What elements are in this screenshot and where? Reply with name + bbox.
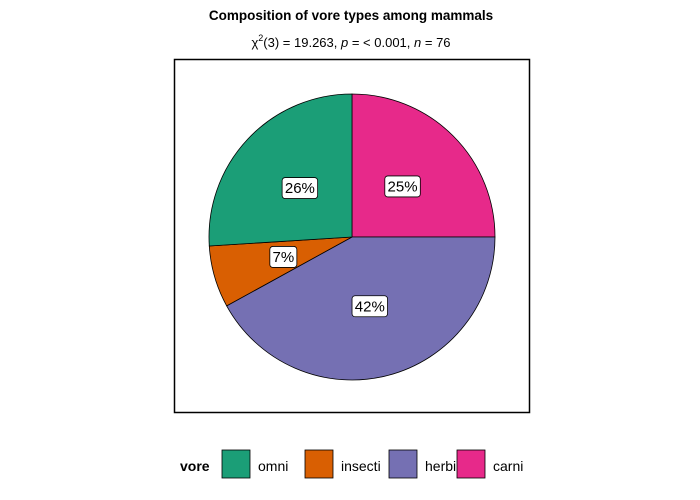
slice-label-text: 25% — [388, 178, 418, 195]
slice-label-text: 42% — [355, 298, 385, 315]
chi-squared-exponent: 2 — [258, 33, 263, 43]
legend-title: vore — [180, 458, 210, 474]
slice-label-box — [281, 177, 319, 199]
p-symbol: p — [340, 35, 348, 50]
slice-label-box — [384, 175, 421, 198]
legend-key-carni — [456, 449, 486, 479]
slice-label-text: 26% — [285, 180, 315, 197]
legend-label-herbi: herbi — [425, 458, 456, 474]
chart-subtitle: χ2(3) = 19.263, p = < 0.001, n = 76 — [251, 33, 450, 50]
chart-title: Composition of vore types among mammals — [209, 8, 493, 23]
slice-label-text: 7% — [272, 249, 294, 266]
legend: vore omni insecti herbi carni — [180, 449, 523, 479]
pie-slice-carni — [351, 93, 496, 238]
pie-slices — [208, 93, 496, 381]
slice-label-box — [269, 246, 298, 268]
legend-key-omni — [221, 449, 251, 479]
slice-label-box — [351, 295, 388, 318]
chi-squared-stat: (3) = 19.263, — [263, 35, 341, 50]
slice-label-carni: 25% — [384, 175, 421, 198]
slice-label-omni: 26% — [281, 177, 319, 199]
legend-key-insecti — [304, 449, 334, 479]
slice-label-herbi: 42% — [351, 295, 388, 318]
chi-squared-symbol: χ — [251, 35, 258, 50]
n-symbol: n — [414, 35, 421, 50]
pie-slice-omni — [208, 93, 353, 247]
plot-panel-border — [173, 58, 531, 414]
legend-label-omni: omni — [258, 458, 288, 474]
legend-label-carni: carni — [493, 458, 523, 474]
slice-label-insecti: 7% — [269, 246, 298, 268]
legend-label-insecti: insecti — [341, 458, 381, 474]
n-value: = 76 — [421, 35, 450, 50]
p-value: = < 0.001, — [348, 35, 414, 50]
legend-key-herbi — [388, 449, 418, 479]
slice-labels: 25% 42% 7% 26% — [269, 175, 421, 318]
